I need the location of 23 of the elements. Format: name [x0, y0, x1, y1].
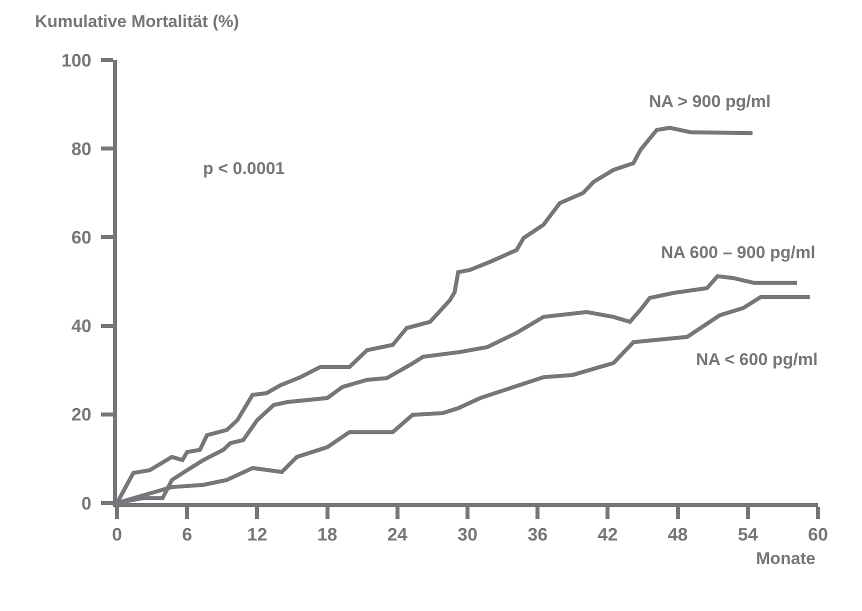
y-tick-label: 100	[61, 50, 92, 70]
series-label: NA > 900 pg/ml	[649, 92, 771, 111]
x-tick-label: 0	[112, 524, 122, 545]
annotation: p < 0.0001	[203, 159, 285, 178]
series-label: NA < 600 pg/ml	[696, 350, 818, 369]
x-tick-label: 6	[182, 524, 192, 545]
y-tick-label: 0	[81, 493, 92, 514]
x-tick-label: 48	[668, 524, 688, 545]
x-tick-label: 54	[738, 524, 758, 545]
x-tick-label: 30	[457, 524, 478, 545]
x-tick-label: 42	[598, 524, 618, 545]
x-tick-label: 18	[317, 524, 338, 545]
x-tick-label: 60	[808, 524, 828, 545]
y-tick-label: 40	[71, 316, 92, 336]
y-tick-label: 20	[71, 404, 92, 425]
y-tick-label: 60	[71, 228, 92, 248]
series-label: NA 600 – 900 pg/ml	[661, 243, 816, 262]
x-axis-title: Monate	[756, 549, 816, 568]
x-tick-label: 24	[387, 524, 408, 545]
x-tick-label: 36	[528, 524, 548, 545]
y-tick-label: 80	[71, 138, 92, 159]
y-axis-title: Kumulative Mortalität (%)	[35, 12, 240, 31]
x-tick-label: 12	[247, 524, 268, 545]
